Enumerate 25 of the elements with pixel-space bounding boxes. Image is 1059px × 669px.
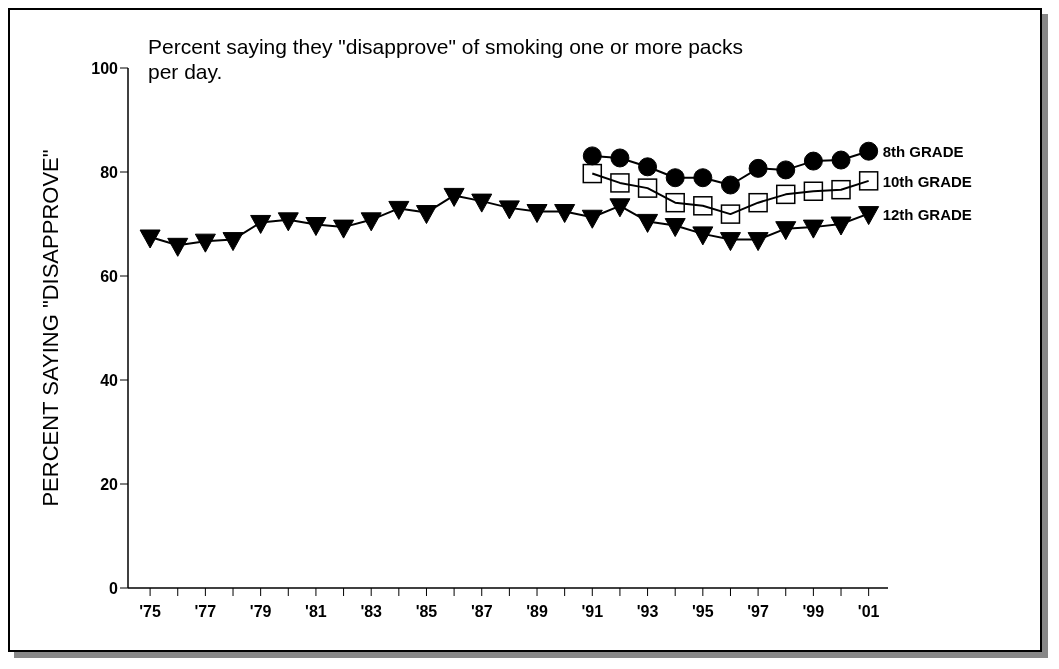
x-tick-label: '81 — [305, 603, 327, 621]
x-tick-label: '97 — [747, 603, 770, 621]
x-tick-label: '79 — [249, 603, 272, 621]
x-tick-label: '85 — [415, 603, 438, 621]
series-label: 10th GRADE — [882, 172, 972, 190]
x-tick-label: '93 — [636, 603, 659, 621]
x-tick-label: '99 — [802, 603, 825, 621]
y-tick-label: 20 — [100, 475, 119, 493]
x-tick-label: '87 — [470, 603, 493, 621]
y-tick-label: 80 — [100, 163, 119, 181]
x-tick-label: '75 — [139, 603, 162, 621]
x-tick-label: '89 — [526, 603, 548, 621]
series-label: 8th GRADE — [882, 143, 964, 161]
series-label: 12th GRADE — [882, 205, 972, 223]
x-tick-label: '83 — [360, 603, 383, 621]
y-tick-label: 0 — [109, 579, 119, 597]
y-tick-label: 40 — [100, 371, 119, 389]
x-tick-label: '91 — [581, 603, 604, 621]
y-axis-title: PERCENT SAYING "DISAPPROVE" — [37, 149, 63, 507]
chart-title: Percent saying they "disapprove" of smoking one or more packs per day. — [148, 34, 758, 84]
y-tick-label: 60 — [100, 267, 119, 285]
x-tick-label: '95 — [692, 603, 714, 621]
x-tick-label: '77 — [194, 603, 217, 621]
x-tick-label: '01 — [857, 603, 880, 621]
y-tick-label: 100 — [91, 59, 119, 77]
